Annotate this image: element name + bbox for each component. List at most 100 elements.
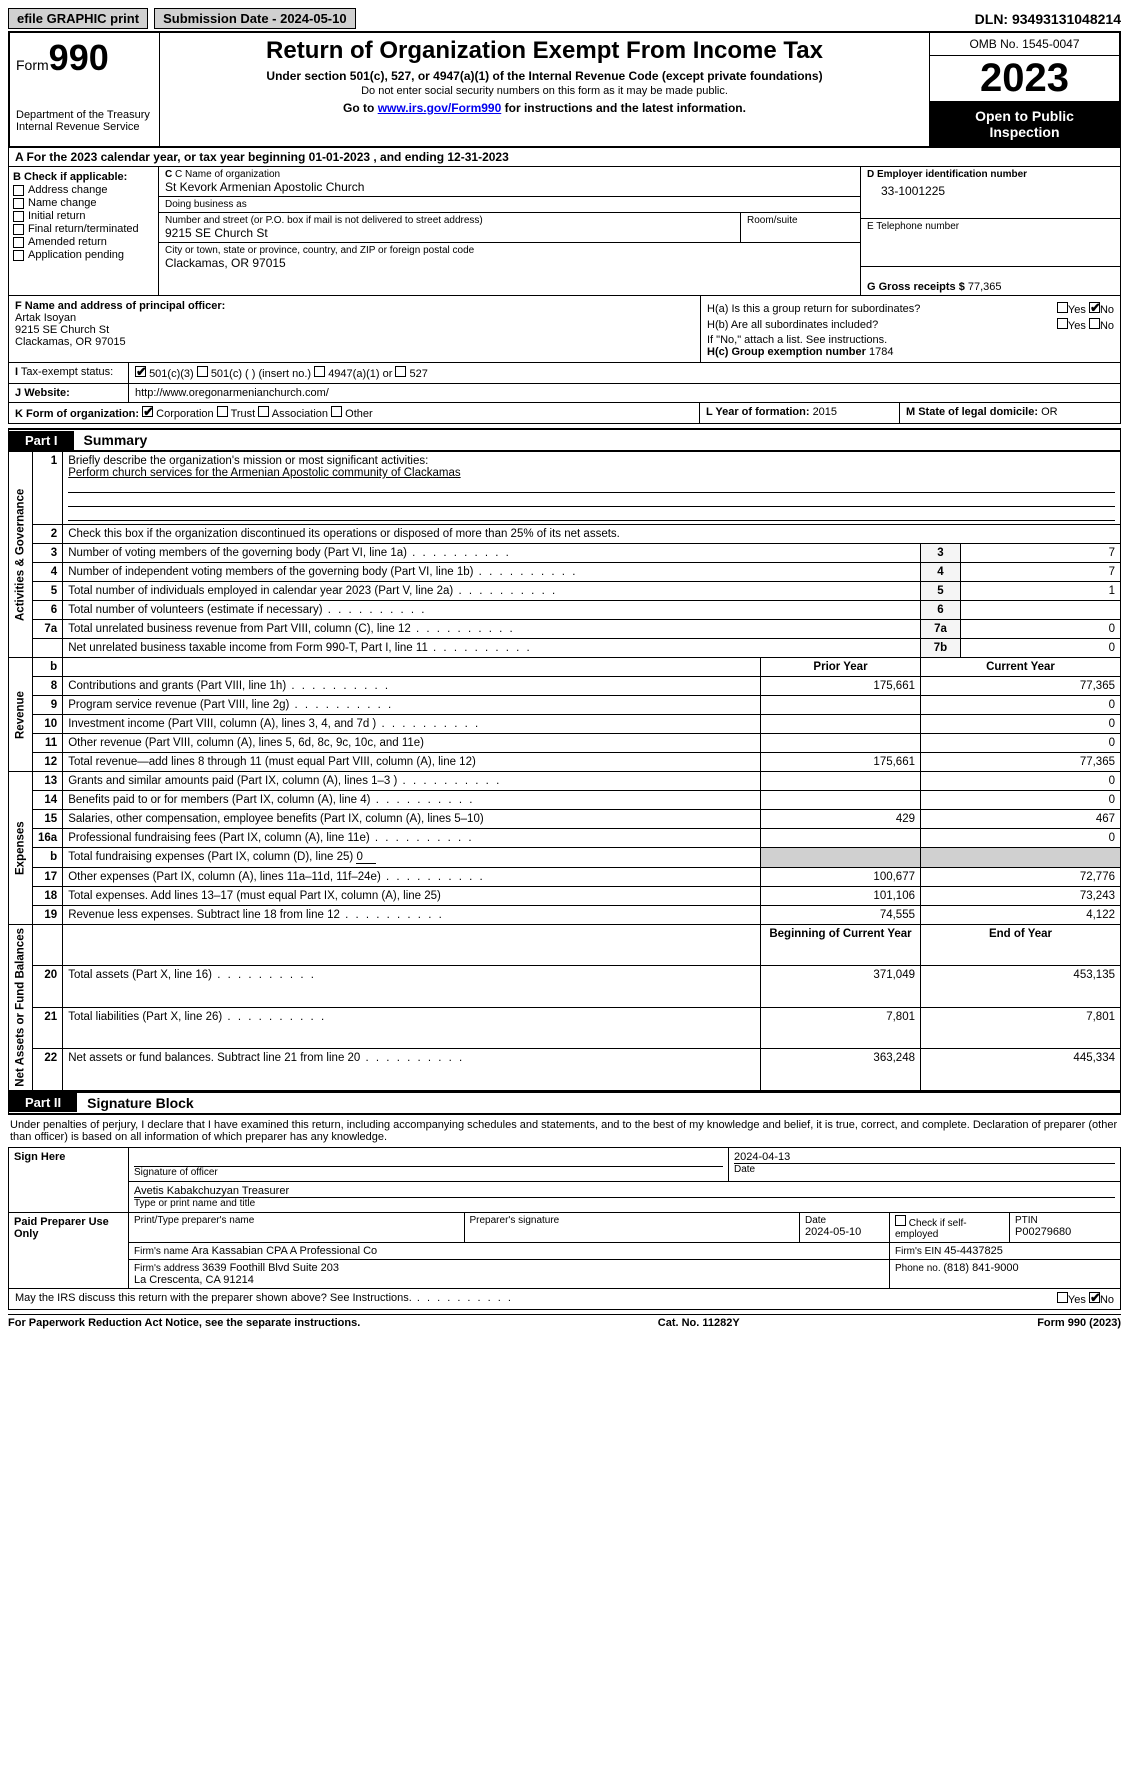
line-6-label: Total number of volunteers (estimate if … (63, 601, 921, 620)
room-cell: Room/suite (740, 213, 860, 242)
checkbox-icon[interactable] (142, 406, 153, 417)
website-label: Website: (24, 387, 70, 399)
ref: 6 (921, 601, 961, 620)
line-7a-val: 0 (961, 620, 1121, 639)
dept-irs: Internal Revenue Service (16, 121, 153, 133)
no-label: No (1100, 1294, 1114, 1306)
line-22-label: Net assets or fund balances. Subtract li… (63, 1049, 761, 1090)
line-8-current: 77,365 (921, 677, 1121, 696)
line-13-current: 0 (921, 772, 1121, 791)
line-num: 7a (33, 620, 63, 639)
bcy-hdr: Beginning of Current Year (761, 925, 921, 966)
tax-status-options: 501(c)(3) 501(c) ( ) (insert no.) 4947(a… (129, 363, 1120, 383)
gross-cell: G Gross receipts $ 77,365 (861, 267, 1120, 295)
year-label: L Year of formation: (706, 406, 813, 418)
checkbox-icon[interactable] (258, 406, 269, 417)
chk-application-pending[interactable]: Application pending (13, 249, 154, 261)
box-l: L Year of formation: 2015 (700, 403, 900, 423)
form-num: 990 (49, 37, 109, 78)
section-governance: Activities & Governance (9, 452, 33, 658)
type-label: Type or print name and title (134, 1198, 1115, 1209)
section-f-h: F Name and address of principal officer:… (8, 296, 1121, 363)
row-klm: K Form of organization: Corporation Trus… (8, 403, 1121, 424)
checkbox-icon (13, 237, 24, 248)
line-22-current: 445,334 (921, 1049, 1121, 1090)
efile-button[interactable]: efile GRAPHIC print (8, 8, 148, 29)
checkbox-icon[interactable] (1057, 318, 1068, 329)
form-title: Return of Organization Exempt From Incom… (168, 37, 921, 65)
checkbox-icon[interactable] (1089, 1292, 1100, 1303)
firm-addr-row: Firm's address 3639 Foothill Blvd Suite … (129, 1259, 1121, 1288)
checkbox-icon[interactable] (1057, 1292, 1068, 1303)
line-16b-prior (761, 848, 921, 868)
inspect-line2: Inspection (989, 124, 1059, 140)
h-b-yesno: Yes No (1057, 318, 1114, 332)
sig-date-cell: 2024-04-13 Date (729, 1147, 1121, 1181)
ref: 3 (921, 544, 961, 563)
checkbox-icon[interactable] (1089, 302, 1100, 313)
chk-amended-return[interactable]: Amended return (13, 236, 154, 248)
checkbox-icon[interactable] (1089, 318, 1100, 329)
h-a-label: H(a) Is this a group return for subordin… (707, 303, 920, 315)
checkbox-icon (13, 211, 24, 222)
line-18-prior: 101,106 (761, 887, 921, 906)
line-22-prior: 363,248 (761, 1049, 921, 1090)
checkbox-icon[interactable] (331, 406, 342, 417)
checkbox-icon[interactable] (197, 366, 208, 377)
box-b-label: B Check if applicable: (13, 171, 154, 183)
opt-501c3: 501(c)(3) (149, 368, 194, 380)
opt-trust: Trust (231, 408, 256, 420)
line-8-prior: 175,661 (761, 677, 921, 696)
checkbox-icon[interactable] (395, 366, 406, 377)
part-1-label: Part I (9, 431, 74, 450)
chk-address-change[interactable]: Address change (13, 184, 154, 196)
section-expenses: Expenses (9, 772, 33, 925)
chk-name-change[interactable]: Name change (13, 197, 154, 209)
paid-preparer-label: Paid Preparer Use Only (9, 1212, 129, 1288)
room-label: Room/suite (747, 215, 854, 226)
line-11-current: 0 (921, 734, 1121, 753)
sig-date: 2024-04-13 (734, 1151, 1115, 1164)
checkbox-icon[interactable] (1057, 302, 1068, 313)
phone-cell: E Telephone number (861, 219, 1120, 267)
sign-here-label: Sign Here (9, 1147, 129, 1212)
line-num: 12 (33, 753, 63, 772)
line-num: 5 (33, 582, 63, 601)
part-2-header: Part II Signature Block (8, 1091, 1121, 1114)
part-1-title: Summary (74, 430, 158, 450)
firm-name-row: Firm's name Ara Kassabian CPA A Professi… (129, 1242, 1121, 1259)
ein-cell: D Employer identification number 33-1001… (861, 167, 1120, 219)
checkbox-icon[interactable] (217, 406, 228, 417)
line-num: 11 (33, 734, 63, 753)
line-num: 19 (33, 906, 63, 925)
addr-row: Number and street (or P.O. box if mail i… (159, 213, 860, 243)
line-16b-current (921, 848, 1121, 868)
line-10-current: 0 (921, 715, 1121, 734)
submission-button[interactable]: Submission Date - 2024-05-10 (154, 8, 356, 29)
chk-label: Amended return (28, 236, 107, 248)
ptin-label: PTIN (1015, 1215, 1115, 1226)
box-m: M State of legal domicile: OR (900, 403, 1120, 423)
chk-initial-return[interactable]: Initial return (13, 210, 154, 222)
goto-pre: Go to (343, 101, 378, 115)
ein-label: D Employer identification number (867, 169, 1114, 180)
goto-link[interactable]: www.irs.gov/Form990 (378, 101, 502, 115)
blank (63, 658, 761, 677)
h-b-row: H(b) Are all subordinates included? Yes … (707, 318, 1114, 332)
header-right: OMB No. 1545-0047 2023 Open to Public In… (929, 33, 1119, 146)
line-num: 1 (33, 452, 63, 525)
chk-final-return[interactable]: Final return/terminated (13, 223, 154, 235)
footer-left: For Paperwork Reduction Act Notice, see … (8, 1317, 360, 1329)
line-12-prior: 175,661 (761, 753, 921, 772)
line-17-prior: 100,677 (761, 868, 921, 887)
opt-other: Other (345, 408, 373, 420)
line-11-label: Other revenue (Part VIII, column (A), li… (63, 734, 761, 753)
self-emp-cell: Check if self-employed (890, 1213, 1010, 1242)
firm-ein: 45-4437825 (944, 1245, 1003, 1257)
checkbox-icon[interactable] (895, 1215, 906, 1226)
firm-addr-label: Firm's address (134, 1263, 202, 1274)
checkbox-icon[interactable] (135, 366, 146, 377)
checkbox-icon[interactable] (314, 366, 325, 377)
form-subtitle: Under section 501(c), 527, or 4947(a)(1)… (168, 69, 921, 83)
chk-label: Initial return (28, 210, 85, 222)
